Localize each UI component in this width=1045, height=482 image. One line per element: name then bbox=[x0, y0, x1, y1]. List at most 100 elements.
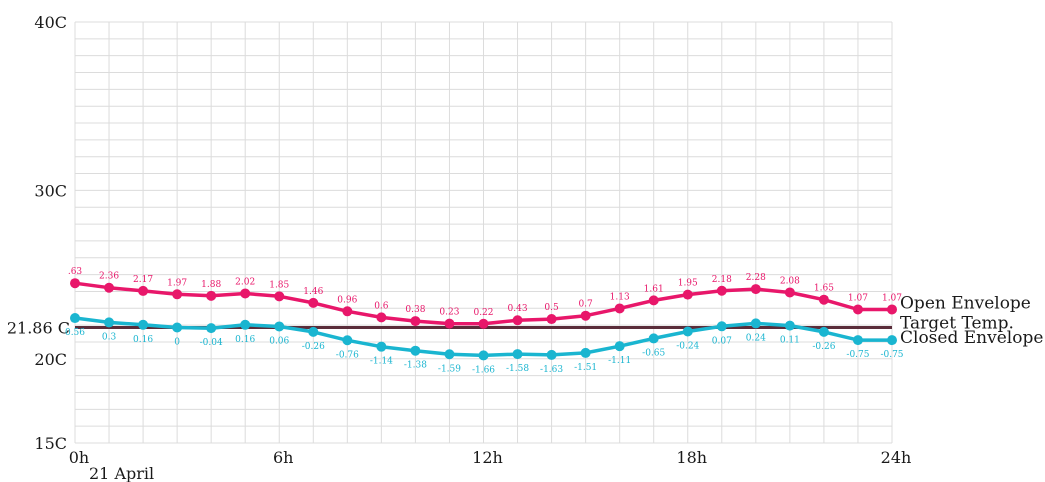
data-label: -1.14 bbox=[370, 357, 393, 367]
x-tick-label: 18h bbox=[676, 448, 707, 467]
data-label: -0.75 bbox=[880, 350, 903, 360]
data-label: 1.07 bbox=[848, 293, 868, 303]
data-label: 1.13 bbox=[610, 292, 630, 302]
data-point bbox=[512, 315, 523, 326]
data-point bbox=[614, 341, 625, 352]
x-tick-label: 12h bbox=[472, 448, 503, 467]
series-name-closed: Closed Envelope bbox=[900, 328, 1043, 348]
data-label: -0.75 bbox=[846, 350, 869, 360]
data-point bbox=[240, 288, 251, 299]
data-label: -1.51 bbox=[574, 363, 597, 373]
series-name-target: Target Temp. bbox=[900, 313, 1014, 333]
data-point bbox=[308, 297, 319, 308]
data-point bbox=[308, 326, 319, 337]
data-point bbox=[750, 284, 761, 295]
data-point bbox=[478, 318, 489, 329]
data-label: 0.38 bbox=[405, 305, 425, 315]
data-label: -0.04 bbox=[200, 338, 223, 348]
data-point bbox=[784, 287, 795, 298]
data-point bbox=[614, 303, 625, 314]
data-label: 1.85 bbox=[269, 280, 289, 290]
data-label: 0.24 bbox=[746, 333, 766, 343]
data-point bbox=[444, 318, 455, 329]
data-point bbox=[70, 313, 80, 324]
data-label: -1.66 bbox=[472, 365, 495, 375]
data-point bbox=[70, 278, 80, 289]
data-point bbox=[750, 318, 761, 329]
data-point bbox=[240, 319, 251, 330]
data-label: 2.08 bbox=[780, 276, 800, 286]
data-point bbox=[376, 341, 387, 352]
x-axis-ticks: 0h 6h 12h 18h 24h bbox=[69, 448, 912, 467]
data-label: 2.02 bbox=[235, 277, 255, 287]
y-tick-label: 30C bbox=[34, 181, 67, 200]
data-label: 1.07 bbox=[882, 293, 902, 303]
series-group: .63 2.36 2.17 1.97 1.88 2.02 1.85 1.46 0.96 0.6 0.… bbox=[65, 267, 904, 375]
data-point bbox=[546, 349, 557, 360]
data-label: 1.61 bbox=[644, 284, 664, 294]
data-point bbox=[274, 291, 285, 302]
data-label: 2.36 bbox=[99, 272, 119, 282]
data-point bbox=[206, 323, 217, 334]
data-point bbox=[172, 322, 183, 333]
data-label: 1.97 bbox=[167, 278, 187, 288]
y-tick-label: 40C bbox=[34, 13, 67, 32]
data-point bbox=[206, 290, 217, 301]
data-point bbox=[172, 289, 183, 300]
data-label: 0 bbox=[174, 337, 180, 347]
data-point bbox=[887, 304, 897, 315]
data-label: 0.06 bbox=[269, 336, 289, 346]
data-label: -1.63 bbox=[540, 365, 563, 375]
data-point bbox=[138, 285, 149, 296]
series-0: .63 2.36 2.17 1.97 1.88 2.02 1.85 1.46 0.96 0.6 0.… bbox=[68, 267, 902, 329]
data-label: -0.26 bbox=[302, 342, 325, 352]
target-value-label: 21.86 C bbox=[7, 318, 70, 337]
data-point bbox=[648, 295, 659, 306]
data-point bbox=[444, 349, 455, 360]
data-label: 2.17 bbox=[133, 275, 153, 285]
data-label: 0.5 bbox=[544, 303, 559, 313]
series-1: 0.56 0.3 0.16 0 -0.04 0.16 0.06 -0.26 -0.76 -1.14… bbox=[65, 313, 904, 375]
data-label: -0.24 bbox=[676, 342, 699, 352]
x-tick-label: 0h bbox=[69, 448, 89, 467]
data-point bbox=[852, 304, 863, 315]
data-point bbox=[410, 316, 421, 327]
data-point bbox=[682, 289, 693, 300]
data-label: 0.7 bbox=[578, 300, 593, 310]
data-label: 0.23 bbox=[439, 308, 459, 318]
data-point bbox=[546, 314, 557, 325]
series-name-open: Open Envelope bbox=[900, 293, 1031, 313]
y-axis-ticks: 15C 20C 30C 40C bbox=[34, 13, 67, 453]
data-label: 0.07 bbox=[712, 336, 732, 346]
y-tick-label: 15C bbox=[34, 434, 67, 453]
data-label: 2.18 bbox=[712, 275, 732, 285]
data-point bbox=[784, 320, 795, 331]
data-label: -0.65 bbox=[642, 348, 665, 358]
data-point bbox=[818, 326, 829, 337]
data-point bbox=[682, 326, 693, 337]
data-point bbox=[104, 317, 115, 328]
data-point bbox=[648, 333, 659, 344]
data-label: -1.59 bbox=[438, 364, 461, 374]
data-point bbox=[716, 321, 727, 332]
data-point bbox=[342, 335, 353, 346]
data-point bbox=[580, 310, 591, 321]
data-label: 0.22 bbox=[473, 308, 493, 318]
data-point bbox=[376, 312, 387, 323]
data-point bbox=[104, 282, 115, 293]
data-label: 0.11 bbox=[780, 336, 800, 346]
data-label: 1.95 bbox=[678, 279, 698, 289]
x-tick-label: 24h bbox=[881, 448, 912, 467]
data-point bbox=[410, 345, 421, 356]
data-label: -0.76 bbox=[336, 350, 359, 360]
data-label: .63 bbox=[68, 267, 83, 277]
data-point bbox=[342, 306, 353, 317]
data-point bbox=[852, 335, 863, 346]
data-label: 0.43 bbox=[508, 304, 528, 314]
data-label: -0.26 bbox=[812, 342, 835, 352]
data-point bbox=[512, 349, 523, 360]
data-label: 2.28 bbox=[746, 273, 766, 283]
data-label: 0.16 bbox=[235, 335, 255, 345]
